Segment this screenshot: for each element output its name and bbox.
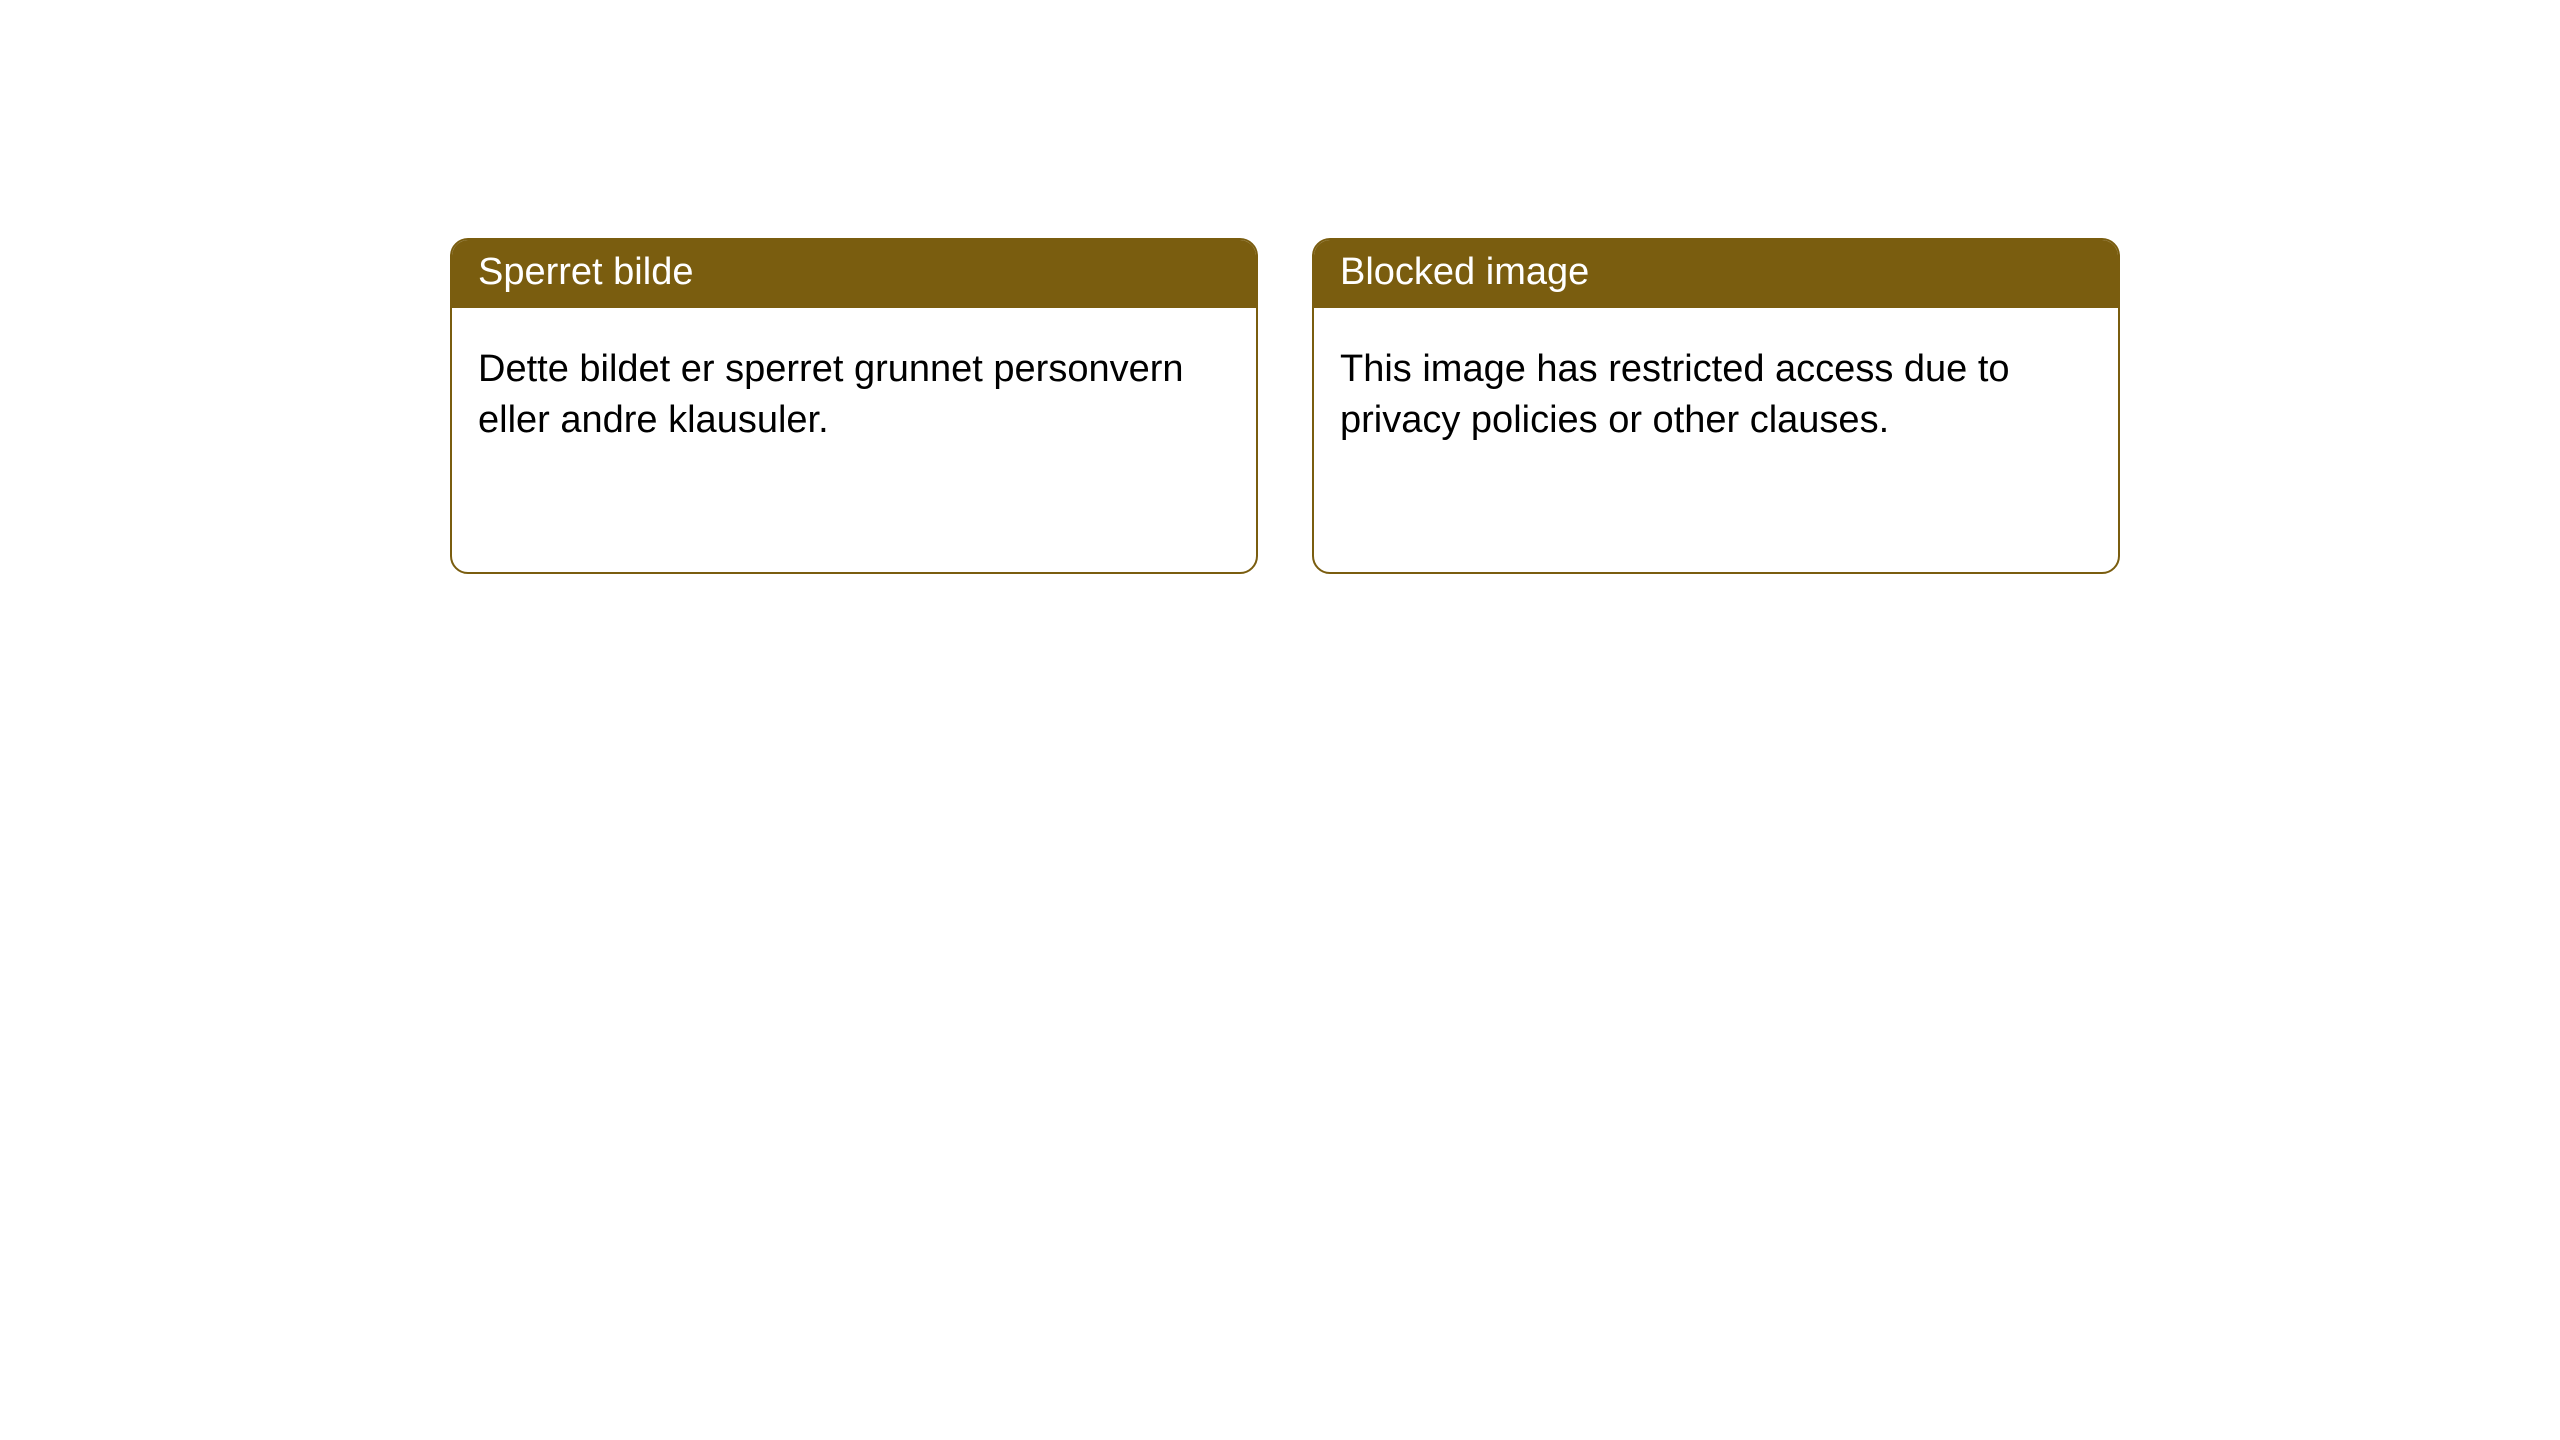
notice-container: Sperret bilde Dette bildet er sperret gr… bbox=[0, 0, 2560, 574]
notice-card-norwegian: Sperret bilde Dette bildet er sperret gr… bbox=[450, 238, 1258, 574]
notice-body: Dette bildet er sperret grunnet personve… bbox=[452, 308, 1256, 483]
notice-body: This image has restricted access due to … bbox=[1314, 308, 2118, 483]
notice-card-english: Blocked image This image has restricted … bbox=[1312, 238, 2120, 574]
notice-header: Blocked image bbox=[1314, 240, 2118, 308]
notice-header: Sperret bilde bbox=[452, 240, 1256, 308]
